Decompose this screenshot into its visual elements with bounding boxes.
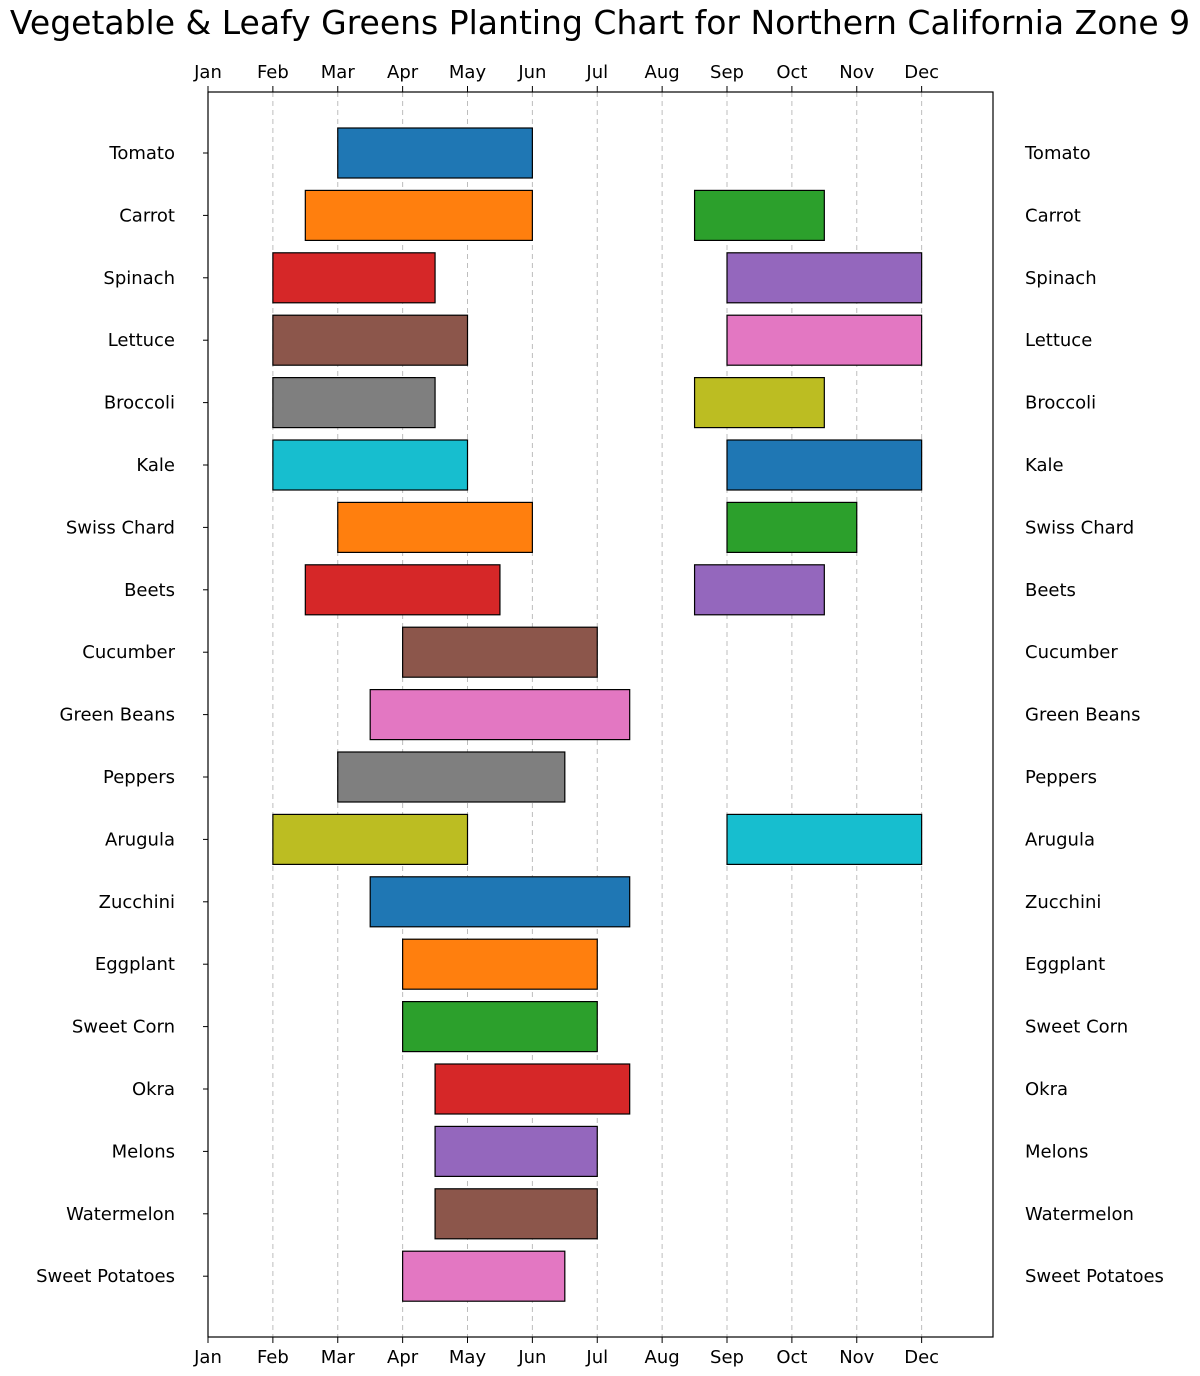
bar-lettuce-1 [272,314,469,366]
tick-label-bottom-feb: Feb [257,1347,289,1368]
bars [272,127,923,1302]
bar-kale-1 [272,439,469,491]
row-label-right-tomato: Tomato [1024,143,1091,164]
tick-label-bottom-apr: Apr [387,1347,419,1368]
tick-label-bottom-oct: Oct [776,1347,807,1368]
tick-label-bottom-jun: Jun [517,1347,546,1368]
row-label-right-beets: Beets [1025,580,1076,601]
bar-arugula-2 [726,813,923,866]
row-label-right-carrot: Carrot [1025,205,1081,226]
chart-title: Vegetable & Leafy Greens Planting Chart … [10,3,1190,42]
row-label-right-arugula: Arugula [1025,829,1095,850]
tick-label-bottom-dec: Dec [904,1347,939,1368]
tick-label-bottom-sep: Sep [710,1347,744,1368]
row-label-right-spinach: Spinach [1025,268,1097,289]
row-label-right-okra: Okra [1025,1079,1068,1100]
row-label-right-zucchini: Zucchini [1025,892,1101,913]
bar-green-beans-1 [369,688,631,741]
bar-tomato-1 [337,127,533,179]
bar-zucchini-1 [369,876,631,928]
tick-label-top-oct: Oct [776,62,807,83]
row-label-left-tomato: Tomato [108,143,175,164]
tick-label-bottom-aug: Aug [645,1347,680,1368]
plot-frame [207,91,994,1338]
tick-label-bottom-mar: Mar [321,1347,356,1368]
row-label-left-cucumber: Cucumber [82,642,175,663]
row-label-left-kale: Kale [136,455,175,476]
bar-broccoli-1 [272,377,436,429]
bar-watermelon-1 [434,1188,598,1240]
bar-swiss-chard-2 [726,501,858,553]
row-label-left-sweet-corn: Sweet Corn [72,1017,175,1038]
tick-label-bottom-may: May [449,1347,487,1368]
row-label-left-spinach: Spinach [103,268,175,289]
row-label-left-broccoli: Broccoli [104,393,175,414]
row-label-left-peppers: Peppers [103,767,175,788]
row-label-left-swiss-chard: Swiss Chard [66,517,175,538]
bar-sweet-corn-1 [402,1000,598,1053]
row-label-left-lettuce: Lettuce [108,330,175,351]
bar-peppers-1 [337,751,566,803]
tick-label-top-jul: Jul [585,62,608,83]
row-label-left-eggplant: Eggplant [95,954,175,975]
axes: Jan Jan Feb Feb Mar Mar Apr Apr May May Jun Jun Jul J… [193,62,994,1368]
tick-label-top-jun: Jun [517,62,546,83]
row-label-right-sweet-corn: Sweet Corn [1025,1017,1128,1038]
tick-label-top-aug: Aug [645,62,680,83]
bar-arugula-1 [272,813,469,866]
tick-label-top-mar: Mar [321,62,356,83]
row-label-left-melons: Melons [112,1141,175,1162]
row-label-right-broccoli: Broccoli [1025,393,1096,414]
bar-okra-1 [434,1063,631,1115]
row-label-right-melons: Melons [1025,1141,1088,1162]
row-label-right-eggplant: Eggplant [1025,954,1105,975]
row-label-right-green-beans: Green Beans [1025,705,1140,726]
tick-label-top-sep: Sep [710,62,744,83]
bar-cucumber-1 [402,626,598,678]
bar-beets-2 [693,564,825,616]
tick-label-top-may: May [449,62,487,83]
bar-sweet-potatoes-1 [402,1250,566,1302]
bar-beets-1 [304,564,501,616]
row-label-right-lettuce: Lettuce [1025,330,1092,351]
row-label-left-okra: Okra [132,1079,175,1100]
bar-eggplant-1 [402,938,598,990]
bar-carrot-2 [693,189,825,241]
bar-lettuce-2 [726,314,923,366]
row-label-right-cucumber: Cucumber [1025,642,1118,663]
tick-label-bottom-jan: Jan [193,1347,222,1368]
tick-label-bottom-jul: Jul [585,1347,608,1368]
row-label-right-kale: Kale [1025,455,1064,476]
bar-spinach-2 [726,252,923,304]
row-label-left-sweet-potatoes: Sweet Potatoes [36,1266,175,1287]
row-label-right-watermelon: Watermelon [1025,1204,1134,1225]
row-label-left-beets: Beets [124,580,175,601]
row-label-left-watermelon: Watermelon [66,1204,175,1225]
tick-label-top-nov: Nov [839,62,874,83]
row-label-right-sweet-potatoes: Sweet Potatoes [1025,1266,1164,1287]
row-label-left-zucchini: Zucchini [99,892,175,913]
row-label-left-carrot: Carrot [119,205,175,226]
tick-label-top-dec: Dec [904,62,939,83]
bar-spinach-1 [272,252,436,304]
row-label-right-peppers: Peppers [1025,767,1097,788]
tick-label-top-jan: Jan [193,62,222,83]
bar-kale-2 [726,439,923,491]
row-labels: Tomato Tomato Carrot Carrot Spinach Spinach Le… [36,143,1164,1287]
bar-swiss-chard-1 [337,501,533,553]
bar-broccoli-2 [693,377,825,429]
tick-label-top-apr: Apr [387,62,419,83]
row-label-right-swiss-chard: Swiss Chard [1025,517,1134,538]
row-label-left-green-beans: Green Beans [60,705,175,726]
tick-label-top-feb: Feb [257,62,289,83]
row-label-left-arugula: Arugula [105,829,175,850]
bar-carrot-1 [304,189,533,241]
bar-melons-1 [434,1125,598,1178]
tick-label-bottom-nov: Nov [839,1347,874,1368]
